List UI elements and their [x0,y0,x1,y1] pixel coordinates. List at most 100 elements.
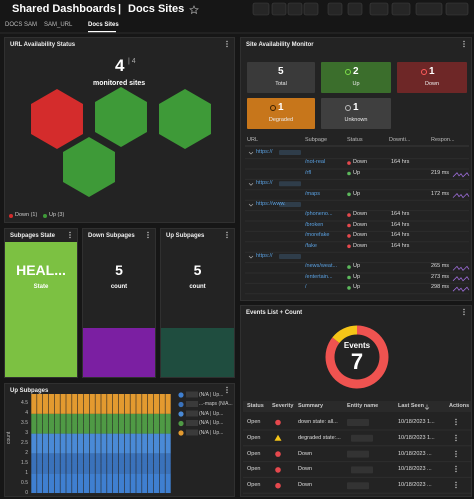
status: Up [353,263,361,270]
site-hexagon [31,89,83,149]
menu-button[interactable] [461,40,467,50]
kpi-value: 5 [115,262,123,278]
menu-button[interactable] [224,40,230,50]
subpage-link[interactable]: /fake [305,242,317,249]
menu-button[interactable] [145,231,151,241]
bar-segment [147,473,154,493]
tab[interactable]: DOCS SAM [5,22,38,28]
column-header: Entity name [347,403,379,409]
subpage-link[interactable]: / [305,284,307,291]
toolbar-button[interactable] [252,2,270,16]
status-dot [347,192,351,197]
menu-button[interactable] [453,465,459,475]
bar-segment [118,394,125,414]
legend-label[interactable]: (N/A | Up... [199,410,224,417]
legend-label[interactable]: ...-maps (N/A... [199,401,233,407]
bar-segment [89,453,95,474]
summary-tile [247,62,315,93]
redacted-legend [186,401,198,407]
bar-segment [136,413,142,434]
menu-dot [455,455,457,457]
bar-segment [136,453,142,474]
subpage-link[interactable]: /broken [305,221,324,228]
bar-segment [159,453,165,474]
y-tick-label: 3 [25,430,28,437]
bar-segment [165,473,171,493]
menu-button[interactable] [453,434,459,444]
bar-segment [48,473,55,493]
subpage-link[interactable]: /news/weat... [305,263,338,270]
subpage-link[interactable]: /morefake [305,232,330,239]
event-last-seen: 10/18/2023 ... [398,482,432,489]
bar-segment [124,473,130,493]
table-header-bg [243,401,471,412]
expand-chevron [248,203,254,207]
subpage-link[interactable]: /maps [305,190,320,197]
bar-segment [89,473,95,493]
y-tick-label: 1.5 [21,459,28,466]
bar-segment [107,433,113,454]
bar-segment [66,433,72,454]
response-time: 219 ms [431,169,450,176]
menu-button[interactable] [461,308,467,318]
subpage-link[interactable]: /entertain... [305,273,333,280]
bar-segment [31,473,37,493]
tile-label: Total [275,81,287,87]
bar-segment [89,413,95,434]
bar-segment [37,433,43,454]
legend-label[interactable]: (N/A | Up... [199,420,224,426]
toolbar-button[interactable] [391,2,411,16]
bar-segment [101,394,107,414]
response-time: 172 ms [431,190,450,197]
toolbar-button[interactable] [287,2,303,16]
toolbar-button[interactable] [347,2,363,16]
menu-button[interactable] [224,386,230,396]
event-last-seen: 10/18/2023 1... [398,434,435,441]
menu-dot [455,486,457,489]
bar-segment [153,453,160,474]
subpage-link[interactable]: /phoneno... [305,211,333,218]
bar-segment [48,433,55,454]
status: Down [353,221,368,228]
toolbar-button[interactable] [303,2,319,16]
status: Up [353,169,361,176]
redacted-url [279,150,301,155]
bar-segment [112,433,119,454]
tab[interactable]: Docs Sites [88,22,119,28]
menu-button[interactable] [453,450,459,460]
bar-segment [95,413,101,434]
subpage-link[interactable]: /not-real [305,159,326,166]
bar-segment [142,413,148,434]
menu-dot [455,471,457,473]
redacted-entity [351,466,373,474]
menu-button[interactable] [453,418,459,428]
menu-button[interactable] [67,231,73,241]
response-sparkline [452,172,470,178]
legend-label[interactable]: (N/A | Up... [199,429,224,436]
redacted-legend [186,391,198,398]
toolbar-button[interactable] [369,2,389,16]
bar-segment [159,413,165,434]
toolbar-button[interactable] [445,2,469,16]
bar-segment [89,433,95,454]
site-url: https:// [256,253,273,259]
column-header: Actions [449,403,470,409]
toolbar-button[interactable] [415,2,443,16]
status-dot [347,213,351,217]
bar-segment [95,394,101,414]
toolbar-button[interactable] [327,2,343,16]
status-dot [347,234,351,238]
subpage-link[interactable]: /rfl [305,169,312,176]
menu-dot [455,450,457,452]
bar-segment [77,433,84,454]
toolbar-button[interactable] [271,2,287,16]
menu-button[interactable] [224,231,230,241]
menu-dot [147,236,149,239]
bar-segment [118,453,125,474]
menu-button[interactable] [453,481,459,491]
legend-label[interactable]: (N/A | Up... [199,391,224,398]
tab[interactable]: SAM_URL [44,22,73,28]
y-tick-label: 2 [25,449,28,456]
bar-segment [142,473,148,493]
severity-icon [275,482,281,489]
